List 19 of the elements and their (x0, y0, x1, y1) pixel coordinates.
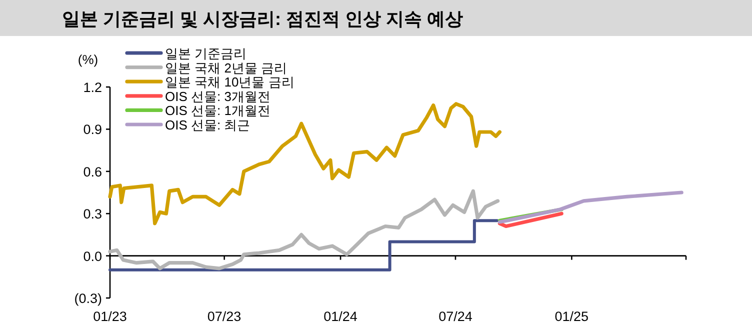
y-tick-label: 0.0 (83, 248, 102, 264)
legend-label: 일본 국채 2년물 금리 (165, 60, 288, 76)
legend-label: OIS 선물: 3개월전 (165, 88, 270, 104)
y-axis-title: (%) (78, 52, 98, 67)
x-tick-label: 01/24 (324, 309, 358, 324)
legend-label: OIS 선물: 1개월전 (165, 103, 270, 118)
x-tick-label: 01/25 (554, 309, 589, 324)
y-tick-label: (0.3) (74, 291, 102, 306)
legend-label: OIS 선물: 최근 (165, 118, 250, 132)
x-tick-label: 07/23 (207, 309, 242, 324)
legend-label: 일본 국채 10년물 금리 (165, 74, 294, 90)
legend-label: 일본 기준금리 (165, 46, 247, 61)
x-tick-label: 01/23 (93, 309, 127, 324)
y-tick-label: 0.6 (83, 164, 102, 180)
chart-title: 일본 기준금리 및 시장금리: 점진적 인상 지속 예상 (62, 9, 464, 29)
x-tick-label: 07/24 (438, 309, 473, 324)
y-tick-label: 1.2 (83, 80, 102, 95)
y-tick-label: 0.9 (83, 122, 102, 138)
y-tick-label: 0.3 (83, 206, 102, 222)
